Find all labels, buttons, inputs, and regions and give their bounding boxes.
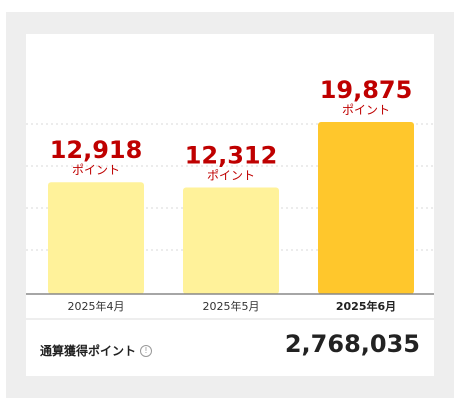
bar-value-label: 19,875 [320,76,413,104]
info-circle-icon[interactable]: ! [140,344,153,357]
total-points-label-wrap: 通算獲得ポイント ! [40,342,153,359]
chart-card: ポイント 12,918 2025年4月 ポイント 12,312 2025年5月 ポイント 19… [26,34,434,376]
bar-chart: ポイント12,9182025年4月ポイント12,3122025年5月ポイント19… [26,76,434,313]
total-points-label: 通算獲得ポイント [40,344,137,358]
bar [183,187,279,294]
bar-unit-label: ポイント [342,103,390,117]
total-points-row: 通算獲得ポイント ! 2,768,035 [26,320,434,376]
x-tick-label: 2025年4月 [68,299,125,313]
bar [48,182,144,294]
bar-unit-label: ポイント [207,168,255,182]
divider [26,318,434,320]
x-tick-label: 2025年5月 [203,299,260,313]
bar-value-label: 12,312 [185,141,278,169]
x-tick-label: 2025年6月 [336,299,396,313]
total-points-value: 2,768,035 [284,330,420,358]
bar-value-label: 12,918 [50,136,143,164]
bar [318,122,414,294]
bar-unit-label: ポイント [72,163,120,177]
